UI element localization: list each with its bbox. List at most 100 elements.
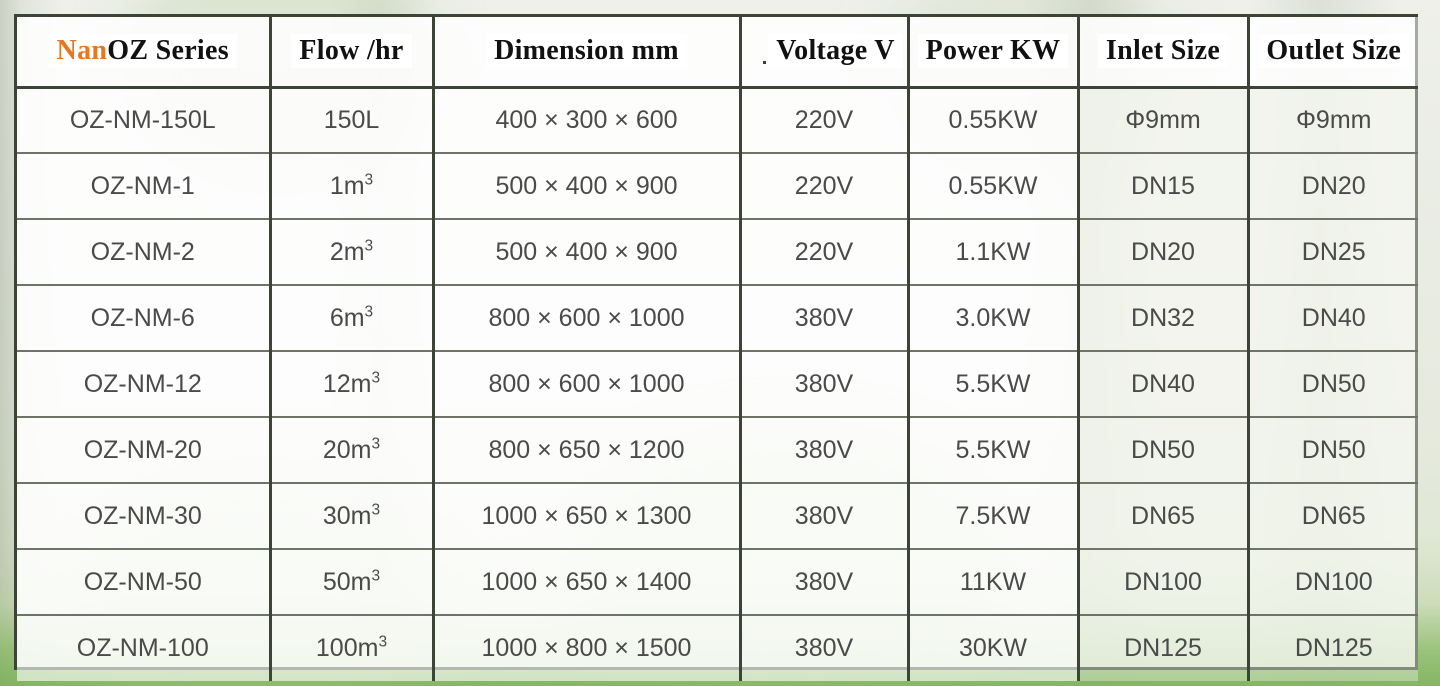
cell-series-value: OZ-NM-150L bbox=[69, 105, 216, 134]
cell-outlet-value: DN20 bbox=[1301, 171, 1366, 200]
cell-voltage: 380V bbox=[740, 615, 910, 681]
cell-outlet-value: DN25 bbox=[1301, 237, 1366, 266]
cell-flow-value: 6m bbox=[329, 303, 365, 332]
cell-flow-exponent: 3 bbox=[378, 633, 388, 651]
cell-outlet: DN100 bbox=[1248, 549, 1418, 616]
cell-inlet-value: DN15 bbox=[1131, 171, 1195, 200]
cell-series: OZ-NM-12 bbox=[17, 351, 272, 418]
brand-name-suffix: OZ Series bbox=[107, 35, 229, 67]
cell-outlet-value: DN50 bbox=[1301, 435, 1366, 464]
cell-inlet: DN50 bbox=[1078, 417, 1250, 484]
cell-power-value: 7.5KW bbox=[955, 501, 1031, 530]
cell-dimension: 500 × 400 × 900 bbox=[433, 153, 742, 220]
cell-dimension: 800 × 600 × 1000 bbox=[433, 351, 742, 418]
cell-voltage-value: 220V bbox=[794, 171, 854, 200]
cell-voltage: 220V bbox=[740, 87, 910, 154]
cell-power-value: 30KW bbox=[958, 634, 1028, 662]
cell-voltage-value: 380V bbox=[794, 567, 854, 596]
table-row: OZ-NM-20 20m3 800 × 650 × 1200 380V 5.5KW DN5… bbox=[17, 417, 1418, 484]
cell-series: OZ-NM-100 bbox=[17, 615, 272, 681]
cell-dimension-value: 1000 × 650 × 1400 bbox=[481, 567, 692, 596]
column-header-dimension-label: Dimension mm bbox=[486, 34, 687, 69]
cell-power: 11KW bbox=[908, 549, 1080, 616]
cell-inlet-value: DN32 bbox=[1131, 303, 1195, 332]
cell-series-value: OZ-NM-50 bbox=[83, 567, 202, 596]
cell-series-value: OZ-NM-20 bbox=[83, 435, 202, 464]
column-header-flow: Flow /hr bbox=[270, 17, 435, 89]
table-row: OZ-NM-12 12m3 800 × 600 × 1000 380V 5.5KW DN4… bbox=[17, 351, 1418, 418]
cell-series: OZ-NM-150L bbox=[17, 87, 272, 154]
table-row: OZ-NM-50 50m3 1000 × 650 × 1400 380V 11KW DN1… bbox=[17, 549, 1418, 616]
cell-voltage: 380V bbox=[740, 285, 910, 352]
cell-flow-value: 20m bbox=[322, 435, 372, 464]
cell-dimension-value: 800 × 600 × 1000 bbox=[488, 369, 685, 398]
cell-dimension: 1000 × 650 × 1400 bbox=[433, 549, 742, 616]
cell-outlet: DN125 bbox=[1248, 615, 1418, 681]
cell-outlet-value: DN100 bbox=[1294, 567, 1373, 596]
column-header-voltage: Voltage V bbox=[740, 17, 910, 89]
brand-name-prefix: Nan bbox=[56, 35, 108, 67]
cell-flow: 50m3 bbox=[270, 549, 435, 616]
cell-flow: 1m3 bbox=[270, 153, 435, 220]
column-header-outlet: Outlet Size bbox=[1248, 17, 1418, 89]
cell-power: 0.55KW bbox=[908, 87, 1080, 154]
cell-outlet: DN65 bbox=[1248, 483, 1418, 550]
cell-dimension: 500 × 400 × 900 bbox=[433, 219, 742, 286]
cell-flow-exponent: 3 bbox=[371, 501, 381, 519]
cell-inlet-value: Φ9mm bbox=[1125, 105, 1201, 134]
cell-power-value: 1.1KW bbox=[955, 237, 1031, 266]
cell-series-value: OZ-NM-6 bbox=[90, 303, 195, 332]
cell-power: 3.0KW bbox=[908, 285, 1080, 352]
cell-flow: 30m3 bbox=[270, 483, 435, 550]
cell-voltage-value: 380V bbox=[794, 435, 854, 464]
cell-series: OZ-NM-50 bbox=[17, 549, 272, 616]
column-header-outlet-label: Outlet Size bbox=[1258, 34, 1410, 69]
cell-power-value: 11KW bbox=[959, 567, 1027, 596]
column-header-inlet: Inlet Size bbox=[1078, 17, 1250, 89]
cell-voltage-value: 380V bbox=[794, 369, 854, 398]
cell-voltage: 220V bbox=[740, 219, 910, 286]
cell-flow-value: 1m bbox=[329, 171, 365, 200]
cell-dimension: 400 × 300 × 600 bbox=[433, 87, 742, 154]
cell-flow-exponent: 3 bbox=[371, 369, 381, 387]
cell-voltage: 380V bbox=[740, 483, 910, 550]
cell-inlet: DN65 bbox=[1078, 483, 1250, 550]
cell-series-value: OZ-NM-12 bbox=[83, 369, 202, 398]
table-row: OZ-NM-150L 150L 400 × 300 × 600 220V 0.55KW Φ… bbox=[17, 87, 1418, 154]
cell-outlet: Φ9mm bbox=[1248, 87, 1418, 154]
cell-flow-exponent: 3 bbox=[371, 435, 381, 453]
cell-outlet: DN20 bbox=[1248, 153, 1418, 220]
cell-series: OZ-NM-2 bbox=[17, 219, 272, 286]
cell-inlet-value: DN100 bbox=[1124, 567, 1202, 596]
cell-dimension-value: 800 × 600 × 1000 bbox=[488, 303, 685, 332]
cell-flow-exponent: 3 bbox=[364, 171, 374, 189]
table-row: OZ-NM-6 6m3 800 × 600 × 1000 380V 3.0KW DN32 D… bbox=[17, 285, 1418, 352]
cell-voltage: 380V bbox=[740, 549, 910, 616]
cell-inlet-value: DN20 bbox=[1131, 237, 1195, 266]
column-header-voltage-label: Voltage V bbox=[768, 34, 903, 69]
cell-inlet: DN20 bbox=[1078, 219, 1250, 286]
cell-flow: 2m3 bbox=[270, 219, 435, 286]
cell-voltage-value: 220V bbox=[794, 237, 854, 266]
cell-flow-value: 100m bbox=[315, 634, 379, 662]
cell-flow-value: 12m bbox=[322, 369, 372, 398]
cell-dimension-value: 500 × 400 × 900 bbox=[495, 237, 678, 266]
cell-series: OZ-NM-1 bbox=[17, 153, 272, 220]
cell-flow-value: 50m bbox=[322, 567, 372, 596]
column-header-dimension: Dimension mm bbox=[433, 17, 742, 89]
cell-dimension-value: 500 × 400 × 900 bbox=[495, 171, 678, 200]
cell-power: 0.55KW bbox=[908, 153, 1080, 220]
cell-outlet: DN50 bbox=[1248, 351, 1418, 418]
header-row: NanOZ Series Flow /hr Dimension mm Volta… bbox=[17, 17, 1418, 89]
cell-flow: 20m3 bbox=[270, 417, 435, 484]
column-header-power-label: Power KW bbox=[917, 34, 1069, 69]
specification-table-container: NanOZ Series Flow /hr Dimension mm Volta… bbox=[14, 14, 1418, 681]
cell-dimension: 800 × 650 × 1200 bbox=[433, 417, 742, 484]
cell-inlet: Φ9mm bbox=[1078, 87, 1250, 154]
cell-flow: 100m3 bbox=[270, 615, 435, 681]
cell-inlet-value: DN40 bbox=[1131, 369, 1195, 398]
cell-voltage: 380V bbox=[740, 351, 910, 418]
cell-inlet-value: DN50 bbox=[1131, 435, 1195, 464]
column-header-series: NanOZ Series bbox=[17, 17, 272, 89]
